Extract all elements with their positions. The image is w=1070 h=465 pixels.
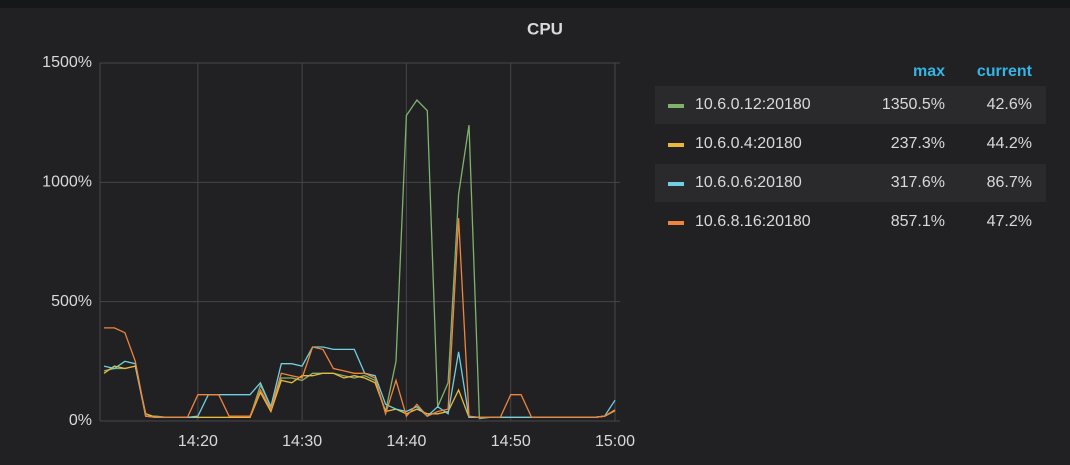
x-tick-label: 14:40	[386, 433, 426, 450]
legend-max: 857.1%	[891, 213, 945, 230]
legend-name[interactable]: 10.6.0.12:20180	[695, 96, 811, 113]
legend-name[interactable]: 10.6.8.16:20180	[695, 213, 811, 230]
y-tick-label: 500%	[51, 293, 92, 310]
legend-current: 86.7%	[987, 174, 1032, 191]
legend-current: 47.2%	[987, 213, 1032, 230]
panel-title: CPU	[527, 19, 563, 38]
legend-header: max	[913, 63, 945, 80]
x-tick-label: 14:50	[491, 433, 531, 450]
legend-max: 1350.5%	[882, 96, 945, 113]
legend-header: current	[977, 63, 1033, 80]
legend-max: 237.3%	[891, 135, 945, 152]
x-tick-label: 15:00	[595, 433, 635, 450]
y-tick-label: 1000%	[42, 174, 92, 191]
x-tick-label: 14:20	[178, 433, 218, 450]
legend-name[interactable]: 10.6.0.6:20180	[695, 174, 802, 191]
series-line	[103, 346, 616, 419]
legend-row-bg	[655, 86, 1046, 124]
y-tick-label: 0%	[69, 412, 92, 429]
series-line	[104, 218, 616, 419]
y-tick-label: 1500%	[42, 54, 92, 71]
legend-current: 44.2%	[987, 135, 1032, 152]
legend-max: 317.6%	[891, 174, 945, 191]
legend-row-bg	[655, 164, 1046, 202]
x-tick-label: 14:30	[282, 433, 322, 450]
panel-bg	[0, 8, 1070, 465]
legend-current: 42.6%	[987, 96, 1032, 113]
legend-name[interactable]: 10.6.0.4:20180	[695, 135, 802, 152]
